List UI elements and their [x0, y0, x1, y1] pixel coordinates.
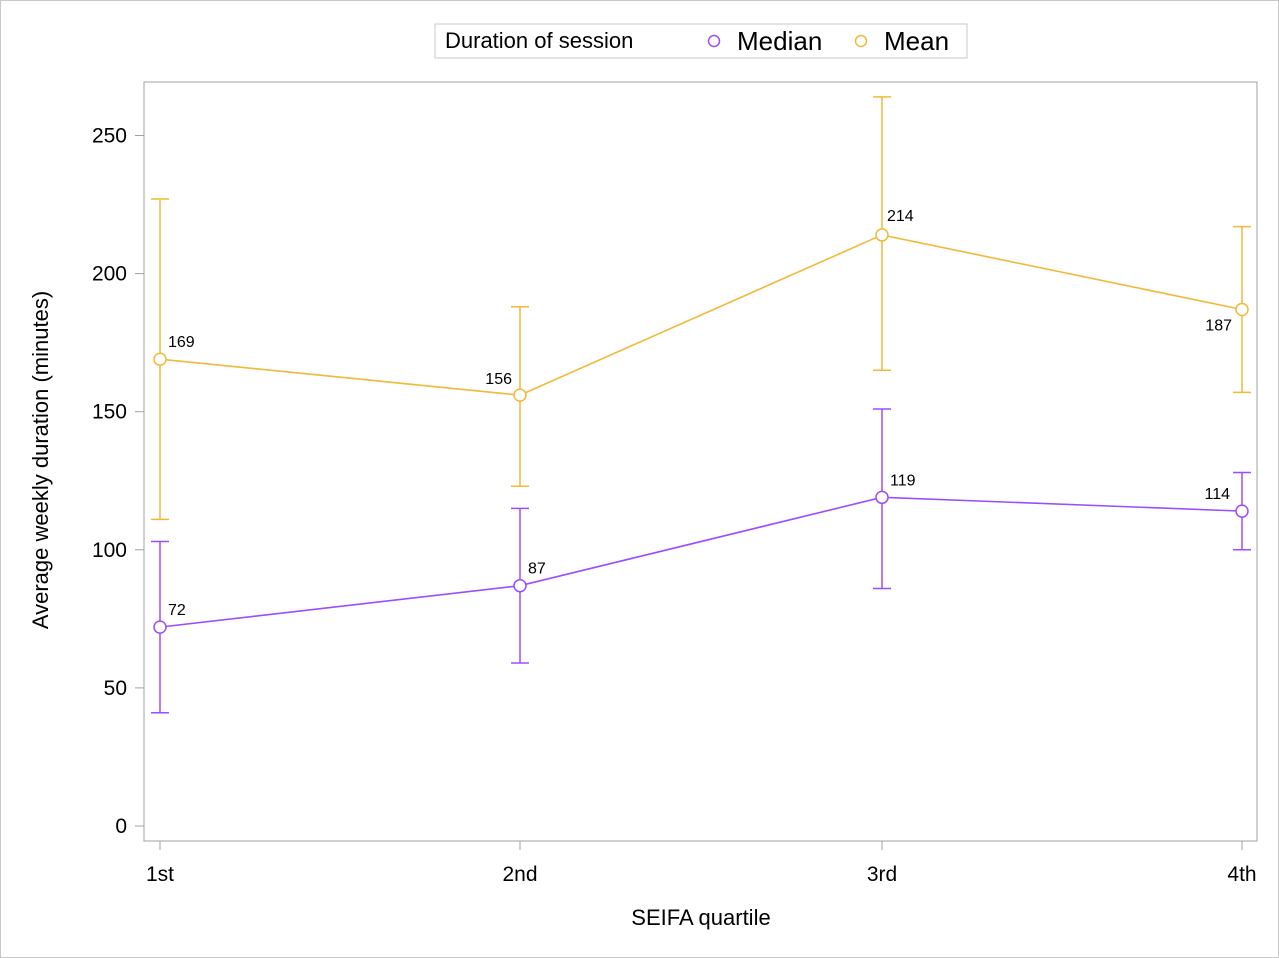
y-tick-label: 100	[92, 539, 127, 562]
data-label-median: 87	[528, 561, 546, 578]
legend-entry-median: Median	[737, 26, 822, 56]
series-line-median	[159, 496, 1243, 628]
y-axis: 0 50 100 150 200 250	[92, 125, 144, 838]
data-label-median: 119	[890, 472, 916, 489]
x-tick-label: 3rd	[867, 863, 897, 886]
x-tick-label: 1st	[146, 863, 174, 886]
x-tick-label: 2nd	[502, 863, 537, 886]
series-layer: 72 87 119 114 169 156 214 187	[151, 96, 1251, 714]
plot-area	[143, 81, 1258, 842]
series-median: 72 87 119 114	[151, 408, 1251, 714]
x-tick-label: 4th	[1227, 863, 1256, 886]
data-point-mean	[875, 228, 889, 242]
data-label-mean: 156	[485, 371, 512, 388]
legend-title: Duration of session	[445, 28, 633, 53]
legend-marker-mean	[854, 34, 868, 48]
data-label-mean: 169	[168, 334, 195, 351]
data-point-median	[1235, 504, 1249, 518]
data-label-median: 114	[1204, 486, 1230, 503]
data-label-median: 72	[168, 602, 186, 619]
legend: Duration of session Median Mean	[434, 23, 968, 59]
data-label-mean: 187	[1205, 318, 1232, 335]
series-line-mean	[159, 234, 1243, 396]
y-axis-title: Average weekly duration (minutes)	[28, 291, 53, 629]
data-point-median	[513, 578, 527, 593]
data-point-mean	[513, 388, 527, 402]
y-tick-label: 150	[92, 401, 127, 424]
y-tick-label: 250	[92, 125, 127, 148]
legend-marker-median	[707, 34, 721, 48]
x-axis: 1st 2nd 3rd 4th	[146, 841, 1257, 886]
legend-box	[434, 23, 968, 59]
y-tick-label: 50	[104, 677, 127, 700]
x-axis-title: SEIFA quartile	[631, 905, 770, 930]
data-point-mean	[1235, 302, 1249, 317]
data-point-mean	[153, 352, 167, 366]
series-mean: 169 156 214 187	[151, 96, 1251, 521]
data-point-median	[153, 620, 167, 634]
y-tick-label: 0	[115, 815, 127, 838]
y-tick-label: 200	[92, 263, 127, 286]
legend-entry-mean: Mean	[884, 26, 949, 56]
data-label-mean: 214	[887, 208, 914, 225]
data-point-median	[875, 490, 889, 505]
